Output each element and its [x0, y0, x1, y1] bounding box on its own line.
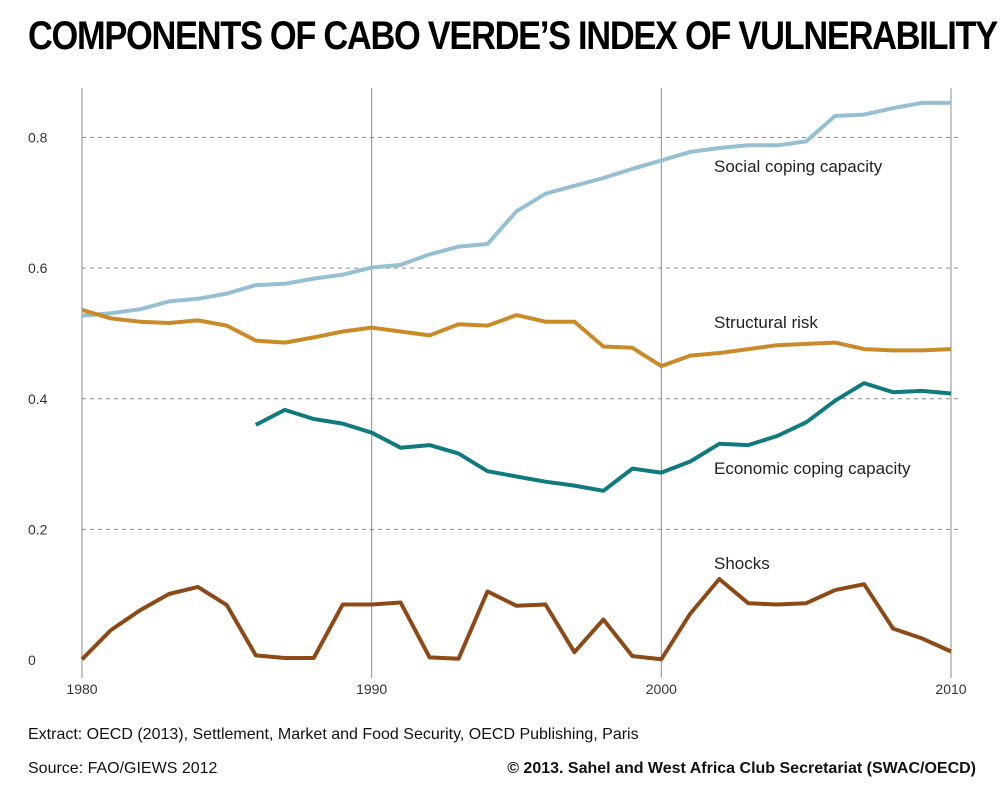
grid: [81, 88, 962, 678]
series-label: Social coping capacity: [714, 157, 883, 176]
series-label: Shocks: [714, 554, 770, 573]
y-tick-label: 0.2: [28, 521, 48, 537]
series-lines: [80, 100, 952, 662]
chart-title: COMPONENTS OF CABO VERDE’S INDEX OF VULN…: [28, 14, 998, 58]
tick-labels: 0 0.2 0.4 0.6 0.8 1980 1990 2000 2010: [28, 130, 967, 698]
series-line-shocks: [80, 577, 952, 662]
series-label: Economic coping capacity: [714, 459, 911, 478]
series-line-social-coping-capacity: [81, 100, 951, 318]
series-line-economic-coping-capacity: [254, 381, 952, 493]
extract-note: Extract: OECD (2013), Settlement, Market…: [28, 726, 639, 743]
x-tick-label: 1990: [356, 681, 387, 697]
x-tick-label: 2010: [935, 681, 966, 697]
x-tick-label: 1980: [66, 681, 97, 697]
series-label: Structural risk: [714, 313, 818, 332]
y-tick-label: 0: [28, 652, 36, 668]
x-tick-label: 2000: [646, 681, 677, 697]
copyright-note: © 2013. Sahel and West Africa Club Secre…: [507, 760, 976, 777]
y-tick-label: 0.4: [28, 391, 48, 407]
y-tick-label: 0.6: [28, 260, 48, 276]
series-line-structural-risk: [81, 307, 952, 369]
y-tick-label: 0.8: [28, 130, 48, 146]
series-labels: Social coping capacity Structural risk Eco…: [714, 157, 911, 573]
source-note: Source: FAO/GIEWS 2012: [28, 760, 218, 777]
